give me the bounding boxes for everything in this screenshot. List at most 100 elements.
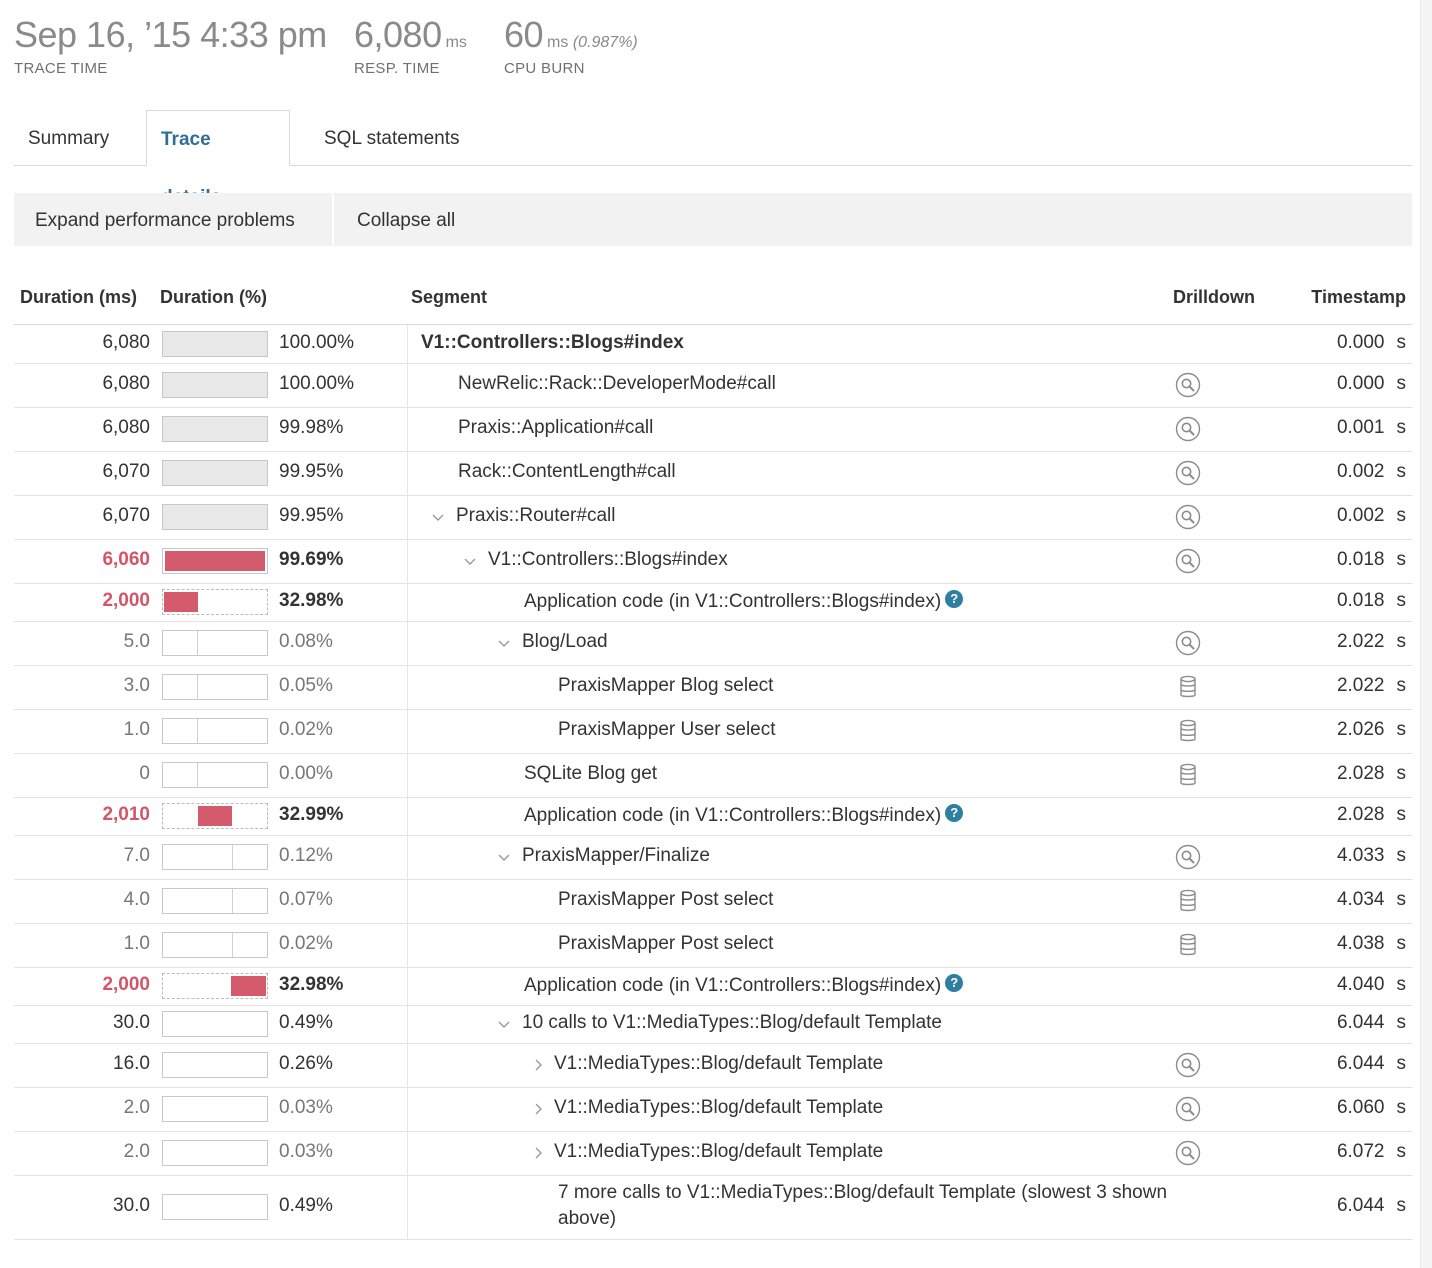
table-row[interactable]: 2,000 32.98% Application code (in V1::Cont… [14,967,1412,1006]
magnifier-icon[interactable] [1175,1096,1201,1122]
segment-name[interactable]: V1::Controllers::Blogs#index [488,549,728,571]
magnifier-icon[interactable] [1175,504,1201,530]
segment-name[interactable]: V1::MediaTypes::Blog/default Template [554,1097,883,1119]
timestamp-unit: s [1396,763,1407,784]
chevron-down-icon[interactable] [496,849,512,865]
magnifier-icon[interactable] [1175,630,1201,656]
table-row[interactable]: 30.0 0.49% 7 more calls to V1::MediaTypes:… [14,1175,1412,1240]
duration-ms: 0 [139,763,150,784]
timestamp-value: 0.002 [1336,461,1385,482]
segment-name[interactable]: NewRelic::Rack::DeveloperMode#call [458,373,776,395]
duration-pct: 0.08% [279,631,333,652]
table-row[interactable]: 6,080 100.00% V1::Controllers::Blogs#index… [14,325,1412,364]
table-row[interactable]: 2.0 0.03% V1::MediaTypes::Blog/default Tem… [14,1087,1412,1132]
help-icon[interactable]: ? [945,974,964,992]
chevron-right-icon[interactable] [530,1101,546,1117]
timestamp-value: 0.018 [1336,549,1385,570]
duration-bar [162,1194,268,1220]
table-row[interactable]: 1.0 0.02% PraxisMapper Post select 4.038 s [14,923,1412,968]
segment-name[interactable]: Praxis::Application#call [458,417,653,439]
timestamp: 2.026 s [1337,719,1406,741]
timestamp-unit: s [1396,719,1407,740]
segment-name[interactable]: Application code (in V1::Controllers::Bl… [524,590,964,613]
table-row[interactable]: 4.0 0.07% PraxisMapper Post select 4.034 s [14,879,1412,924]
segment-name[interactable]: 7 more calls to V1::MediaTypes::Blog/def… [558,1180,1168,1232]
table-row[interactable]: 6,060 99.69% V1::Controllers::Blogs#index 0… [14,539,1412,584]
column-segment[interactable]: Segment [411,287,488,307]
segment-name[interactable]: PraxisMapper User select [558,719,776,741]
duration-bar [162,331,268,357]
help-icon[interactable]: ? [945,804,964,822]
segment-name[interactable]: V1::MediaTypes::Blog/default Template [554,1053,883,1075]
segment-name[interactable]: SQLite Blog get [524,763,657,785]
magnifier-icon[interactable] [1175,1140,1201,1166]
tab-summary[interactable]: Summary [28,128,110,149]
segment-name[interactable]: Application code (in V1::Controllers::Bl… [524,804,964,827]
segment-label: V1::MediaTypes::Blog/default Template [554,1141,884,1162]
chevron-down-icon[interactable] [430,509,446,525]
database-icon[interactable] [1175,932,1201,958]
table-row[interactable]: 2,010 32.99% Application code (in V1::Cont… [14,797,1412,836]
magnifier-icon[interactable] [1175,416,1201,442]
table-row[interactable]: 7.0 0.12% PraxisMapper/Finalize 4.033 s [14,835,1412,880]
magnifier-icon[interactable] [1175,844,1201,870]
table-row[interactable]: 1.0 0.02% PraxisMapper User select 2.026 s [14,709,1412,754]
chevron-down-icon[interactable] [496,1016,512,1032]
database-icon[interactable] [1175,762,1201,788]
collapse-all-button[interactable]: Collapse all [357,210,456,231]
chevron-right-icon[interactable] [530,1057,546,1073]
duration-pct: 0.00% [279,763,333,784]
segment-name[interactable]: 10 calls to V1::MediaTypes::Blog/default… [522,1012,942,1034]
table-row[interactable]: 0 0.00% SQLite Blog get 2.028 s [14,753,1412,798]
timestamp: 2.022 s [1337,675,1406,697]
segment-label: V1::Controllers::Blogs#index [488,549,728,570]
magnifier-icon[interactable] [1175,460,1201,486]
table-row[interactable]: 2.0 0.03% V1::MediaTypes::Blog/default Tem… [14,1131,1412,1176]
duration-pct: 0.03% [279,1097,333,1118]
magnifier-icon[interactable] [1175,548,1201,574]
tab-sql-statements[interactable]: SQL statements [324,128,460,149]
scrollbar-track[interactable] [1420,0,1432,1268]
chevron-down-icon[interactable] [462,553,478,569]
segment-name[interactable]: PraxisMapper Post select [558,933,773,955]
magnifier-icon[interactable] [1175,1052,1201,1078]
help-icon[interactable]: ? [945,590,964,608]
table-row[interactable]: 2,000 32.98% Application code (in V1::Cont… [14,583,1412,622]
database-icon[interactable] [1175,674,1201,700]
column-duration-pct[interactable]: Duration (%) [160,287,267,307]
timestamp-unit: s [1396,1097,1407,1118]
segment-name[interactable]: Blog/Load [522,631,608,653]
segment-name[interactable]: V1::Controllers::Blogs#index [421,332,684,354]
database-icon[interactable] [1175,718,1201,744]
table-row[interactable]: 6,070 99.95% Praxis::Router#call 0.002 s [14,495,1412,540]
expand-performance-problems-button[interactable]: Expand performance problems [14,193,334,246]
duration-pct: 32.99% [279,804,344,825]
table-row[interactable]: 3.0 0.05% PraxisMapper Blog select 2.022 s [14,665,1412,710]
segment-name[interactable]: Praxis::Router#call [456,505,615,527]
table-row[interactable]: 30.0 0.49% 10 calls to V1::MediaTypes::Blo… [14,1005,1412,1044]
segment-name[interactable]: Rack::ContentLength#call [458,461,676,483]
table-header: Duration (ms) Duration (%) Segment Drill… [14,278,1412,325]
table-row[interactable]: 16.0 0.26% V1::MediaTypes::Blog/default Te… [14,1043,1412,1088]
magnifier-icon[interactable] [1175,372,1201,398]
tab-trace-details[interactable]: Trace details [146,110,290,208]
segment-name[interactable]: PraxisMapper Post select [558,889,773,911]
table-row[interactable]: 6,080 100.00% NewRelic::Rack::DeveloperMod… [14,363,1412,408]
segment-name[interactable]: Application code (in V1::Controllers::Bl… [524,974,964,997]
table-row[interactable]: 6,070 99.95% Rack::ContentLength#call 0.002… [14,451,1412,496]
column-duration-ms[interactable]: Duration (ms) [20,287,137,307]
segment-name[interactable]: V1::MediaTypes::Blog/default Template [554,1141,883,1163]
timestamp: 0.000 s [1337,332,1406,354]
timestamp-unit: s [1396,933,1407,954]
database-icon[interactable] [1175,888,1201,914]
table-row[interactable]: 5.0 0.08% Blog/Load 2.022 s [14,621,1412,666]
column-timestamp[interactable]: Timestamp [1311,287,1406,307]
segment-name[interactable]: PraxisMapper Blog select [558,675,773,697]
duration-ms: 5.0 [123,631,150,652]
table-row[interactable]: 6,080 99.98% Praxis::Application#call 0.001… [14,407,1412,452]
duration-bar-offset [232,933,233,957]
chevron-right-icon[interactable] [530,1145,546,1161]
chevron-down-icon[interactable] [496,635,512,651]
timestamp: 0.018 s [1337,549,1406,571]
segment-name[interactable]: PraxisMapper/Finalize [522,845,710,867]
